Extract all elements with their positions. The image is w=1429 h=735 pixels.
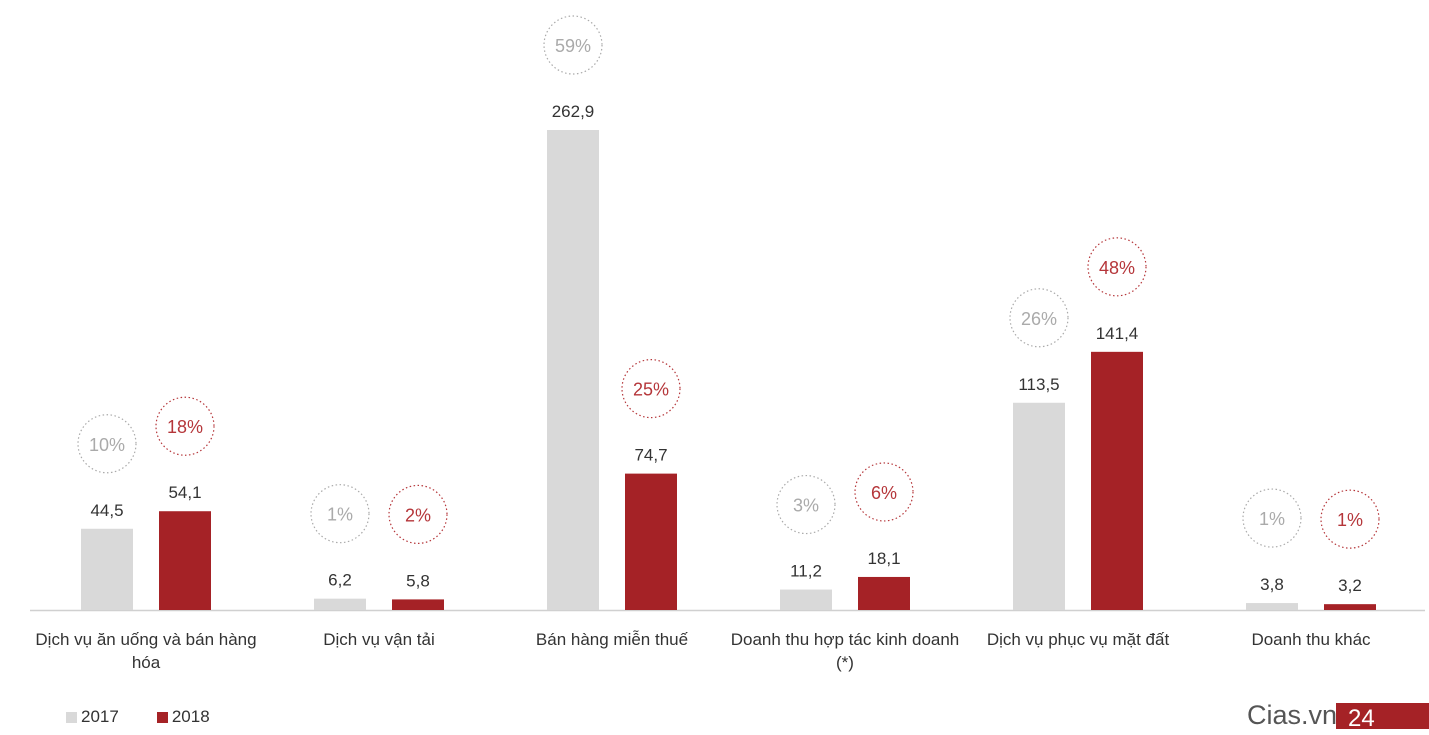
category-label: Bán hàng miễn thuế [535,630,689,649]
share-circle [854,462,914,522]
share-circle [1320,489,1380,549]
bar-2017 [81,528,133,610]
bar-value-label: 3,8 [1260,575,1284,594]
legend-item-2017: 2017 [66,707,119,727]
bar-value-label: 74,7 [634,446,667,465]
share-circle [1009,288,1069,348]
bar-2018 [858,576,910,610]
bar-value-label: 5,8 [406,571,430,590]
bar-value-label: 18,1 [867,549,900,568]
bar-value-label: 262,9 [552,102,595,121]
share-circle [388,484,448,545]
share-circle [776,474,836,535]
share-percent-label: 1% [327,505,353,525]
category-label: Dịch vụ phục vụ mặt đất [986,630,1170,649]
share-percent-label: 25% [633,380,669,400]
bar-2017 [780,589,832,610]
bar-value-label: 44,5 [90,501,123,520]
bar-value-label: 6,2 [328,571,352,590]
share-percent-label: 1% [1259,509,1285,529]
category-label: Dịch vụ ăn uống và bán hàng hóa [35,630,257,672]
legend-swatch-2017 [66,711,77,723]
bar-value-label: 11,2 [790,562,822,581]
bar-2017 [1246,603,1298,610]
bar-value-label: 54,1 [168,483,201,502]
share-percent-label: 10% [89,435,125,455]
bar-2018 [159,511,211,610]
chart-legend: 2017 2018 [66,707,210,727]
share-circle [1087,237,1147,297]
bar-2017 [547,130,599,610]
bar-2018 [1324,604,1376,610]
bar-2017 [1013,402,1065,610]
legend-item-2018: 2018 [156,707,210,727]
bar-2018 [625,473,677,610]
share-circle [77,414,137,474]
footer-brand: Cias.vn [1246,700,1337,730]
category-label: Dịch vụ vận tải [323,630,435,649]
legend-swatch-2018 [156,711,168,723]
share-circle [310,484,370,544]
share-percent-label: 1% [1337,510,1363,530]
bar-2017 [314,598,366,610]
share-percent-label: 3% [793,496,819,516]
share-percent-label: 48% [1099,258,1135,278]
share-circle [621,359,681,419]
share-percent-label: 2% [405,505,431,525]
category-label: Doanh thu hợp tác kinh doanh (*) [730,630,960,672]
bar-value-label: 141,4 [1096,324,1139,343]
share-percent-label: 18% [167,417,203,437]
share-percent-label: 6% [871,483,897,503]
bar-value-label: 113,5 [1018,375,1059,394]
category-label: Doanh thu khác [1251,630,1371,649]
legend-label-2017: 2017 [81,707,119,726]
share-percent-label: 26% [1021,309,1057,329]
bar-2018 [392,599,444,610]
page-number: 24 [1336,703,1429,732]
bar-2018 [1091,351,1143,610]
share-circle [1242,488,1302,548]
legend-label-2018: 2018 [171,707,210,726]
bar-value-label: 3,2 [1338,576,1362,595]
share-percent-label: 59% [555,36,591,56]
share-circle [155,396,215,456]
share-circle [543,15,603,75]
